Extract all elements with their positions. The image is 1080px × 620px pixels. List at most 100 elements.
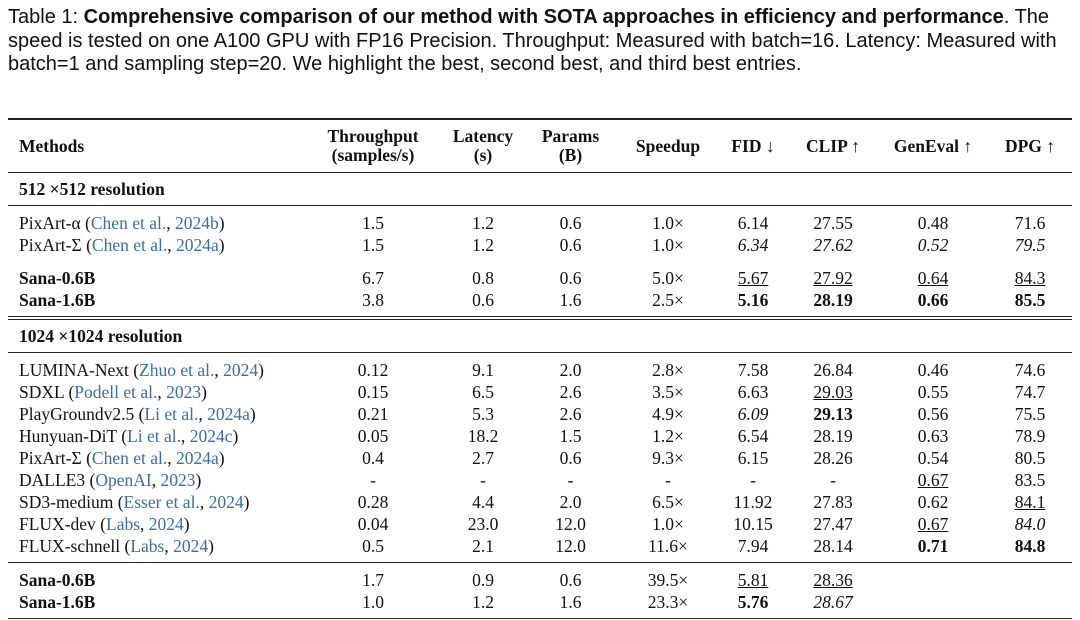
value-cell: 27.47 [788, 513, 878, 535]
data-row: LUMINA-NextZhuo et al.2024 0.12 9.1 2.0 2.8×… [8, 353, 1072, 382]
value-cell: 0.52 [878, 234, 988, 261]
method-cell: PlayGroundv2.5Li et al.2024a [8, 403, 303, 425]
value-cell: 0.6 [523, 261, 618, 289]
value-cell: 4.4 [443, 491, 523, 513]
value-cell: 9.3× [618, 447, 718, 469]
value-cell: 6.34 [718, 234, 788, 261]
value: 0.56 [917, 403, 949, 424]
value: 4.4 [472, 491, 494, 512]
value: 0.67 [917, 469, 949, 490]
value: 28.67 [813, 591, 853, 612]
value: 0.6 [559, 212, 582, 233]
method-cell: DALLE3OpenAI2023 [8, 469, 303, 491]
column-header: Params (B) [541, 126, 600, 165]
value: 84.8 [1014, 535, 1046, 556]
value-cell: 27.83 [788, 491, 878, 513]
value: 3.5× [652, 381, 684, 402]
value: 11.6× [648, 535, 688, 556]
value-cell: 6.09 [718, 403, 788, 425]
value-cell: 1.5 [303, 234, 443, 261]
column-header: Methods [19, 135, 85, 156]
value-cell: 27.92 [788, 261, 878, 289]
value-cell: 85.5 [988, 289, 1072, 318]
value: 0.21 [357, 403, 389, 424]
section-row: 1024 ×1024 resolution [8, 316, 1072, 353]
value: 26.84 [813, 359, 853, 380]
value-cell: 0.64 [878, 261, 988, 289]
value: 6.34 [737, 234, 769, 255]
value: 0.46 [917, 359, 949, 380]
value-cell: 1.5 [523, 425, 618, 447]
value: 79.5 [1014, 234, 1046, 255]
value: 0.67 [917, 513, 949, 534]
citation-year: 2023 [157, 382, 207, 402]
value-cell [988, 591, 1072, 619]
citation-year: 2024b [166, 213, 224, 233]
section-title: 512 ×512 resolution [8, 172, 1072, 206]
value: 5.16 [737, 289, 769, 310]
value-cell: 0.04 [303, 513, 443, 535]
value: 78.9 [1014, 425, 1046, 446]
citation-year: 2024 [164, 536, 214, 556]
value: 1.2 [472, 591, 494, 612]
value-cell: 6.14 [718, 206, 788, 235]
citation-author: Esser et al. [113, 492, 200, 512]
value-cell: 5.16 [718, 289, 788, 318]
value-cell: 1.2 [443, 591, 523, 619]
value: 74.7 [1014, 381, 1046, 402]
value: - [665, 469, 671, 490]
value-cell: 0.66 [878, 289, 988, 318]
method-cell: SD3-mediumEsser et al.2024 [8, 491, 303, 513]
citation-year: 2024a [198, 404, 255, 424]
value: 2.0 [559, 359, 582, 380]
value: 75.5 [1014, 403, 1046, 424]
value-cell: 28.19 [788, 425, 878, 447]
value-cell: 1.0× [618, 206, 718, 235]
value: 2.6 [559, 381, 582, 402]
value-cell: 0.6 [523, 447, 618, 469]
value-cell: 27.55 [788, 206, 878, 235]
value: 0.54 [917, 447, 949, 468]
value: 3.8 [362, 289, 384, 310]
value-cell: 1.6 [523, 289, 618, 318]
value-cell: 2.5× [618, 289, 718, 318]
value-cell: 28.36 [788, 562, 878, 591]
value: 27.62 [813, 234, 853, 255]
value: 84.1 [1014, 491, 1046, 512]
value: - [750, 469, 756, 490]
value-cell: 1.6 [523, 591, 618, 619]
value-cell: 84.3 [988, 261, 1072, 289]
method-cell: Sana-0.6B [8, 562, 303, 591]
method-cell: Sana-1.6B [8, 289, 303, 318]
data-row: Sana-1.6B 3.8 0.6 1.6 2.5× 5.16 28.19 0.66 85.5 [8, 289, 1072, 318]
value: 23.3× [647, 591, 689, 612]
citation-author: Li et al. [134, 404, 198, 424]
value: 1.2 [472, 212, 494, 233]
method-cell: PixArt-αChen et al.2024b [8, 206, 303, 235]
value: 0.64 [917, 267, 949, 288]
value-cell: 6.63 [718, 381, 788, 403]
value-cell: 0.9 [443, 562, 523, 591]
value-cell: - [788, 469, 878, 491]
method-cell: FLUX-devLabs2024 [8, 513, 303, 535]
value-cell: - [618, 469, 718, 491]
method-name: FLUX-dev [19, 513, 96, 534]
value-cell: 0.6 [443, 289, 523, 318]
data-row: SD3-mediumEsser et al.2024 0.28 4.4 2.0 6.5×… [8, 491, 1072, 513]
value-cell: 28.67 [788, 591, 878, 619]
value-cell: 0.48 [878, 206, 988, 235]
value: 0.4 [362, 447, 384, 468]
value-cell: 0.12 [303, 353, 443, 382]
value-cell [878, 591, 988, 619]
value: 2.6 [559, 403, 582, 424]
value: 11.92 [733, 491, 773, 512]
comparison-table: Methods Throughput (samples/s) Latency (s)… [8, 118, 1072, 619]
value-cell: 12.0 [523, 513, 618, 535]
value: 27.92 [813, 267, 853, 288]
value-cell: 6.54 [718, 425, 788, 447]
value-cell: 84.0 [988, 513, 1072, 535]
value-cell: 29.13 [788, 403, 878, 425]
value: 27.47 [813, 513, 853, 534]
value-cell: 26.84 [788, 353, 878, 382]
